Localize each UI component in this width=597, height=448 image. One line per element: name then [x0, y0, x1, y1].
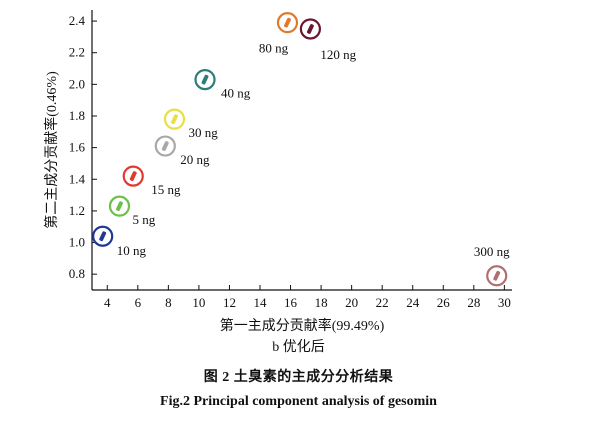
axes: [91, 10, 512, 291]
point-ellipse: [163, 108, 186, 130]
y-tick-label: 0.8: [69, 266, 85, 281]
point-label: 15 ng: [151, 182, 181, 197]
sub-caption: b 优化后: [272, 340, 325, 355]
point-ellipse: [299, 18, 321, 40]
x-tick-label: 22: [376, 295, 389, 310]
figure-caption-en: Fig.2 Principal component analysis of ge…: [160, 394, 437, 409]
y-tick-label: 1.2: [69, 203, 85, 218]
ticks: 4 6 8 10 12 14 16 18 20 22 24 26 28 30 0.8 1.0 1.2 1.4 1.6…: [69, 13, 511, 310]
figure-caption-cn: 图 2 土臭素的主成分分析结果: [203, 370, 394, 385]
point-marker: [116, 201, 123, 212]
point-20-ng: 20 ng: [154, 135, 210, 167]
x-tick-label: 18: [315, 295, 328, 310]
pca-scatter-chart: 4 6 8 10 12 14 16 18 20 22 24 26 28 30 0.8 1.0 1.2 1.4 1.6…: [43, 10, 512, 334]
point-5-ng: 5 ng: [108, 195, 156, 227]
y-tick-label: 1.0: [69, 235, 85, 250]
point-marker: [493, 270, 501, 281]
point-marker: [171, 114, 178, 125]
point-15-ng: 15 ng: [122, 165, 181, 197]
point-30-ng: 30 ng: [163, 108, 218, 140]
point-80-ng: 80 ng: [259, 12, 299, 56]
point-ellipse: [194, 69, 216, 91]
point-marker: [161, 141, 169, 151]
x-tick-label: 10: [192, 295, 205, 310]
x-tick-label: 20: [345, 295, 358, 310]
point-label: 40 ng: [221, 86, 251, 101]
point-label: 300 ng: [474, 244, 510, 259]
point-marker: [284, 17, 291, 28]
x-tick-label: 26: [437, 295, 451, 310]
x-tick-label: 4: [104, 295, 111, 310]
point-marker: [306, 24, 314, 34]
y-tick-label: 2.4: [69, 13, 86, 28]
x-tick-label: 14: [254, 295, 268, 310]
point-ellipse: [486, 265, 508, 287]
x-tick-label: 8: [165, 295, 172, 310]
y-tick-label: 1.8: [69, 108, 85, 123]
y-tick-label: 2.2: [69, 45, 85, 60]
point-ellipse: [276, 12, 299, 34]
point-marker: [99, 231, 107, 242]
point-label: 30 ng: [188, 125, 218, 140]
y-tick-label: 1.6: [69, 140, 86, 155]
point-120-ng: 120 ng: [299, 18, 357, 62]
point-300-ng: 300 ng: [474, 244, 510, 287]
point-label: 120 ng: [320, 47, 356, 62]
y-axis-title: 第二主成分贡献率(0.46%): [43, 71, 60, 229]
point-marker: [129, 171, 137, 181]
x-tick-label: 24: [406, 295, 420, 310]
point-ellipse: [154, 135, 176, 157]
point-10-ng: 10 ng: [92, 225, 147, 258]
x-tick-label: 28: [467, 295, 480, 310]
x-tick-label: 30: [498, 295, 511, 310]
point-label: 5 ng: [132, 212, 155, 227]
point-ellipse: [108, 195, 131, 217]
x-tick-label: 16: [284, 295, 298, 310]
point-ellipse: [122, 165, 144, 187]
point-label: 10 ng: [117, 243, 147, 258]
data-points: 10 ng 5 ng 15 ng 20 ng 30 ng 40 ng 80 ng 120 ng…: [92, 12, 510, 287]
x-tick-label: 12: [223, 295, 236, 310]
point-ellipse: [92, 225, 114, 247]
point-label: 80 ng: [259, 41, 289, 56]
y-tick-label: 2.0: [69, 76, 85, 91]
y-tick-label: 1.4: [69, 171, 86, 186]
point-40-ng: 40 ng: [194, 69, 251, 101]
point-label: 20 ng: [180, 152, 210, 167]
x-tick-label: 6: [135, 295, 142, 310]
x-axis-title: 第一主成分贡献率(99.49%): [220, 317, 385, 334]
point-marker: [201, 74, 209, 85]
